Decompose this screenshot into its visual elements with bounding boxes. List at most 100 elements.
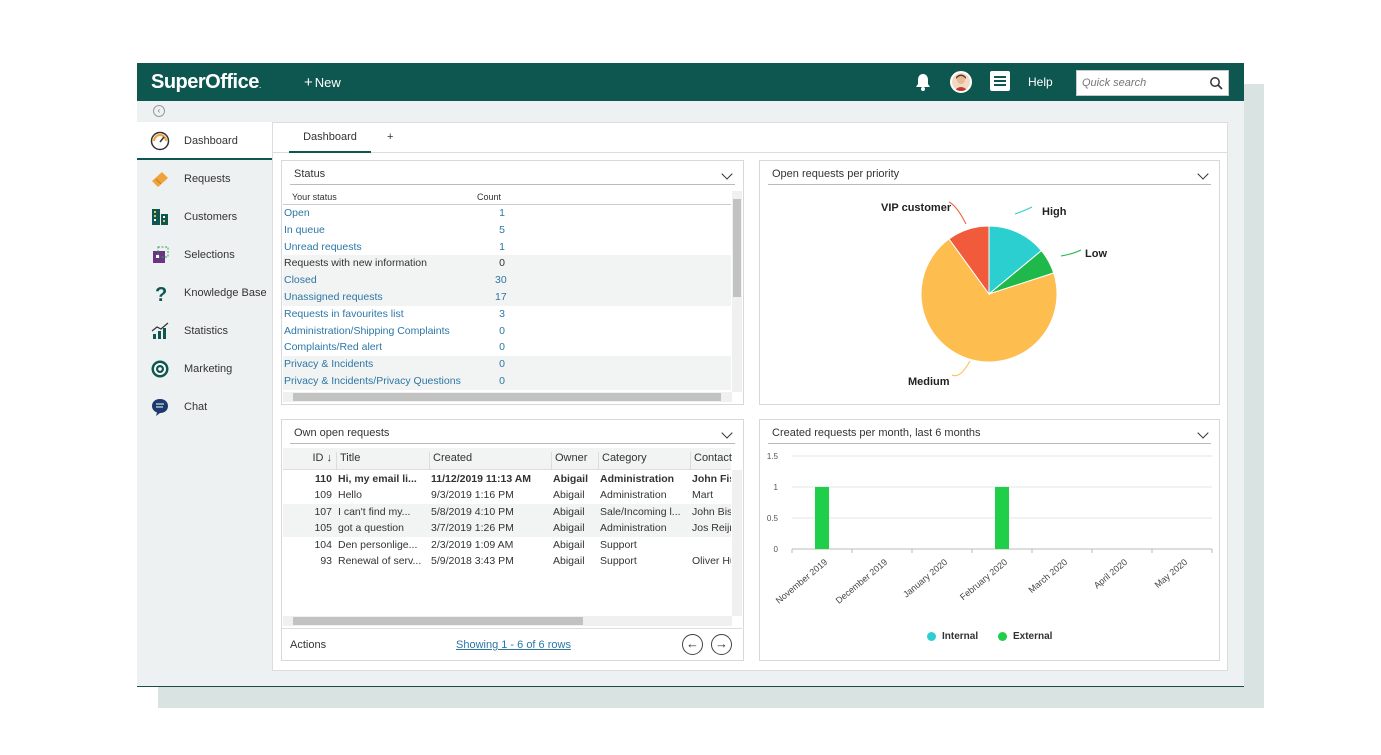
previous-page-button[interactable]: ← [682,634,703,655]
bell-icon[interactable] [913,72,933,92]
column-header-category[interactable]: Category [598,452,690,470]
help-link[interactable]: Help [1028,75,1053,89]
bar-external[interactable] [815,487,829,549]
status-vertical-scrollbar[interactable] [732,191,742,392]
cell-title: Den personlige... [338,538,418,551]
status-row[interactable]: In queue 5 [283,222,731,239]
status-count[interactable]: 5 [499,223,505,236]
status-row[interactable]: Administration/Shipping Complaints 0 [283,323,731,340]
add-tab-button[interactable]: + [387,131,394,143]
status-row[interactable]: Unread requests 1 [283,239,731,256]
column-header-title[interactable]: Title [336,452,429,470]
y-tick-label: 1 [774,483,779,492]
own-requests-panel-header[interactable]: Own open requests [290,424,735,444]
cell-id: 105 [314,522,332,535]
quick-search-input[interactable] [1077,71,1203,95]
status-row[interactable]: Privacy & Incidents 0 [283,356,731,373]
column-header-created[interactable]: Created [429,452,551,470]
cell-category: Support [600,555,637,567]
table-row[interactable]: 104 Den personlige... 2/3/2019 1:09 AM Abig… [283,537,731,553]
table-row[interactable]: 93 Renewal of serv... 5/9/2018 3:43 PM Abig… [283,553,731,569]
sidebar-item-selections[interactable]: Selections [137,236,272,274]
chevron-down-icon[interactable] [721,427,733,439]
status-row[interactable]: Unassigned requests 17 [283,288,731,306]
priority-panel-header[interactable]: Open requests per priority [768,165,1211,185]
status-label[interactable]: Unassigned requests [284,290,383,303]
panel-title: Open requests per priority [772,168,900,180]
showing-rows-link[interactable]: Showing 1 - 6 of 6 rows [456,639,571,651]
sidebar-item-knowledge-base[interactable]: ? Knowledge Base [137,274,272,312]
app-logo[interactable]: SuperOffice. [151,71,261,93]
cell-owner: Abigail [553,538,585,551]
column-header-id[interactable]: ID ↓ [312,452,332,464]
table-row[interactable]: 107 I can't find my... 5/8/2019 4:10 PM Abi… [283,503,731,521]
status-label[interactable]: Privacy & Incidents/Privacy Questions [284,374,461,387]
status-count[interactable]: 1 [499,207,505,219]
column-header-owner[interactable]: Owner [551,452,598,470]
requests-vertical-scrollbar[interactable] [732,470,742,616]
status-horizontal-scrollbar[interactable] [283,392,732,402]
sidebar-item-dashboard[interactable]: Dashboard [137,122,272,160]
status-label[interactable]: Administration/Shipping Complaints [284,324,450,337]
monthly-panel-header[interactable]: Created requests per month, last 6 month… [768,424,1211,444]
x-tick-label: December 2019 [834,557,889,606]
sidebar-item-requests[interactable]: Requests [137,160,272,198]
status-label[interactable]: Closed [284,274,317,287]
status-label[interactable]: Privacy & Incidents [284,358,374,371]
pie-slice-medium[interactable] [920,238,1058,363]
tab-dashboard[interactable]: Dashboard [289,131,371,153]
column-header-contact[interactable]: Contact [690,452,732,470]
actions-menu[interactable]: Actions [290,639,327,651]
table-row[interactable]: 105 got a question 3/7/2019 1:26 PM Abigail… [283,520,731,537]
sidebar-item-label: Knowledge Base [184,287,267,299]
x-tick-label: May 2020 [1153,557,1190,590]
sidebar-item-customers[interactable]: Customers [137,198,272,236]
y-tick-label: 0 [774,545,779,554]
legend-item-external[interactable]: External [998,631,1052,642]
chevron-down-icon[interactable] [721,168,733,180]
legend-item-internal[interactable]: Internal [927,631,978,642]
status-count[interactable]: 0 [499,374,505,387]
requests-horizontal-scrollbar[interactable] [283,616,732,626]
status-count[interactable]: 0 [499,358,505,371]
status-count[interactable]: 0 [499,324,505,337]
status-row[interactable]: Closed 30 [283,272,731,289]
status-count[interactable]: 17 [495,290,507,303]
status-panel-header[interactable]: Status [290,165,735,185]
search-icon[interactable] [1209,76,1223,90]
pie-slice-vip-customer[interactable] [948,225,990,296]
user-avatar[interactable] [950,71,972,93]
status-label[interactable]: Open [284,207,310,219]
pie-slice-high[interactable] [988,225,1043,296]
sidebar-item-chat[interactable]: Chat [137,388,272,426]
cell-category: Administration [600,489,667,502]
sidebar-item-label: Chat [184,401,208,413]
status-row[interactable]: Complaints/Red alert 0 [283,339,731,356]
status-label[interactable]: In queue [284,223,325,236]
cell-owner: Abigail [553,489,585,502]
sidebar-item-marketing[interactable]: Marketing [137,350,272,388]
status-count[interactable]: 3 [499,307,505,320]
cell-title: Renewal of serv... [338,555,422,567]
menu-icon[interactable] [990,71,1010,91]
status-row[interactable]: Privacy & Incidents/Privacy Questions 0 [283,372,731,390]
bar-external[interactable] [995,487,1009,549]
cell-created: 11/12/2019 11:13 AM [431,473,532,485]
status-row[interactable]: Requests in favourites list 3 [283,306,731,323]
status-count[interactable]: 30 [495,274,507,287]
column-header-status: Your status [292,192,337,202]
next-page-button[interactable]: → [711,634,732,655]
status-label[interactable]: Complaints/Red alert [284,341,383,354]
status-row[interactable]: Open 1 [283,205,731,222]
table-row[interactable]: 109 Hello 9/3/2019 1:16 PM Abigail Administr… [283,487,731,503]
status-count[interactable]: 0 [499,341,505,354]
status-panel: Status Your status Count Open 1 In queue 5 U… [281,160,744,405]
status-label[interactable]: Requests in favourites list [284,307,404,320]
new-button[interactable]: + New [304,74,341,91]
sidebar: Dashboard Requests Customers Selections … [137,122,272,426]
sidebar-item-statistics[interactable]: Statistics [137,312,272,350]
table-row[interactable]: 110 Hi, my email li... 11/12/2019 11:13 AM… [283,471,731,487]
status-label[interactable]: Unread requests [284,240,362,253]
status-count[interactable]: 1 [499,240,505,253]
collapse-sidebar-icon[interactable]: ‹ [153,105,165,117]
